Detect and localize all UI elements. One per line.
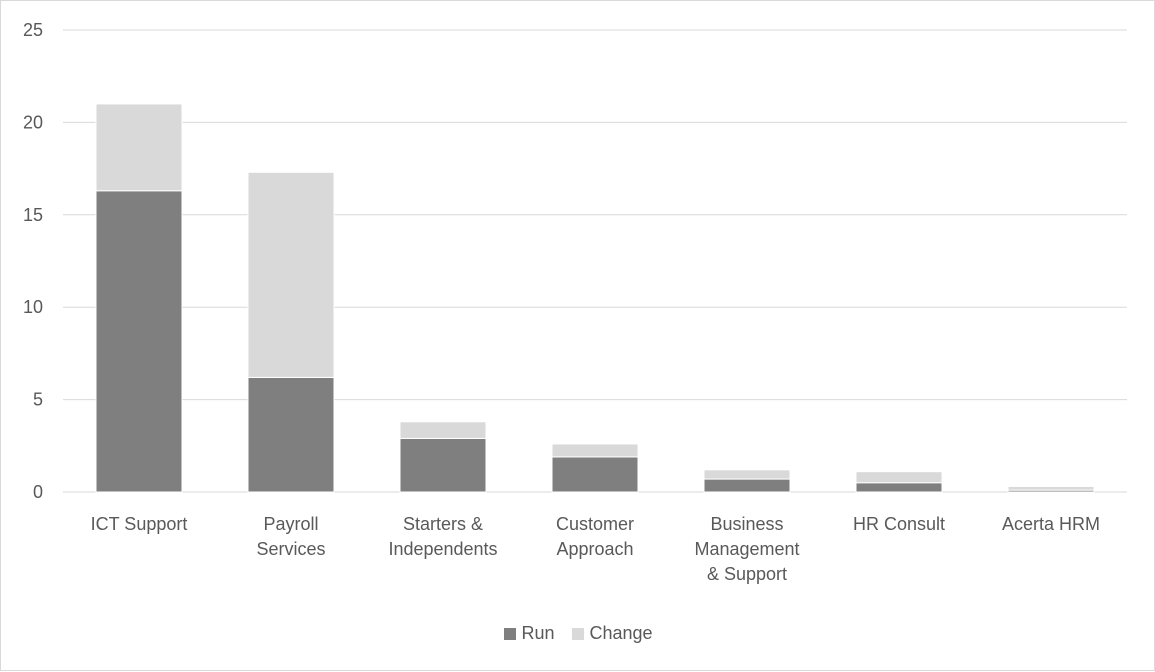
bar-run-1	[247, 376, 335, 493]
y-tick-label: 25	[23, 20, 43, 40]
x-category-label: ICT Support	[91, 514, 188, 534]
x-category-label-line: Business	[710, 514, 783, 534]
bar-change-1	[247, 171, 335, 378]
x-category-label-line: Payroll	[263, 514, 318, 534]
bar-run-5	[855, 482, 943, 493]
x-category-label-line: Services	[256, 539, 325, 559]
x-category-label-line: Acerta HRM	[1002, 514, 1100, 534]
bar-run-0	[95, 190, 183, 493]
gridlines	[63, 29, 1127, 493]
legend-item-run: Run	[504, 623, 554, 644]
legend-label-change: Change	[589, 623, 653, 643]
legend-label-run: Run	[521, 623, 555, 643]
bar-change-5	[855, 471, 943, 484]
legend-item-change: Change	[572, 623, 653, 644]
x-category-label: HR Consult	[853, 514, 945, 534]
legend: Run Change	[1, 623, 1155, 644]
bar-run-2	[399, 437, 487, 493]
y-tick-label: 20	[23, 112, 43, 132]
bar-change-3	[551, 443, 639, 458]
x-category-label-line: ICT Support	[91, 514, 188, 534]
y-axis-ticks: 0 5 10 15 20 25	[23, 20, 43, 502]
y-tick-label: 5	[33, 390, 43, 410]
x-category-label: Payroll Services	[256, 514, 325, 559]
bar-run-3	[551, 456, 639, 493]
x-category-label: Customer Approach	[556, 514, 634, 559]
legend-swatch-run	[504, 627, 517, 640]
x-category-label-line: Management	[694, 539, 799, 559]
x-category-label: Acerta HRM	[1002, 514, 1100, 534]
bar-change-0	[95, 103, 183, 192]
bar-change-4	[703, 469, 791, 480]
x-category-label-line: Customer	[556, 514, 634, 534]
y-tick-label: 10	[23, 297, 43, 317]
bar-change-6	[1007, 485, 1095, 491]
x-category-label-line: Approach	[556, 539, 633, 559]
x-category-label-line: Starters &	[403, 514, 483, 534]
y-tick-label: 0	[33, 482, 43, 502]
x-category-label-line: HR Consult	[853, 514, 945, 534]
x-axis-labels: ICT Support Payroll Services Starters & Inde…	[91, 514, 1100, 584]
y-tick-label: 15	[23, 205, 43, 225]
x-category-label-line: Independents	[388, 539, 497, 559]
x-category-label-line: & Support	[707, 564, 787, 584]
bar-change-2	[399, 421, 487, 439]
x-category-label: Business Management & Support	[694, 514, 799, 584]
x-category-label: Starters & Independents	[388, 514, 497, 559]
bar-run-4	[703, 478, 791, 493]
legend-swatch-change	[572, 627, 585, 640]
bars	[95, 103, 1095, 493]
